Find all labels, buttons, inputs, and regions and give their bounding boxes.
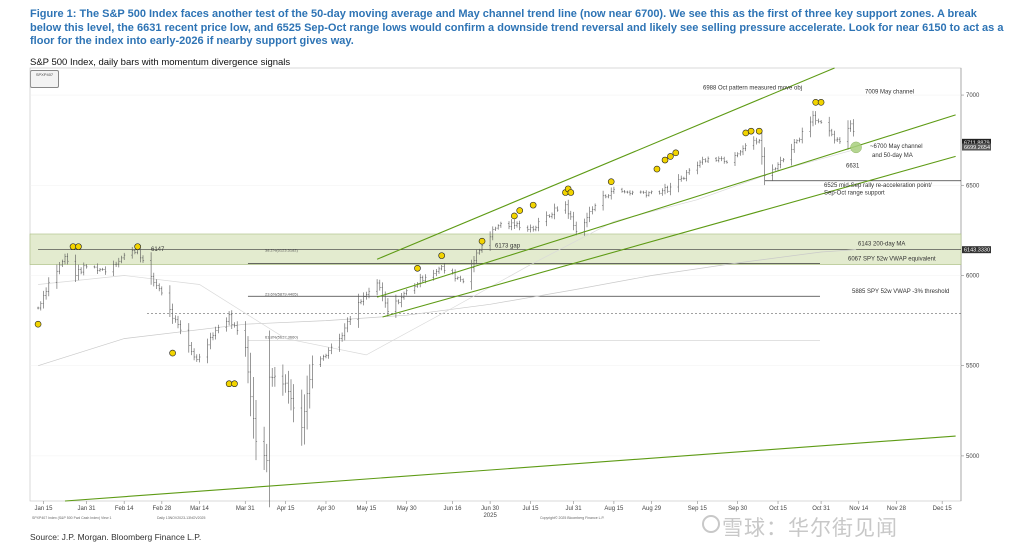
price-tag-label: 6699.2654 [964, 145, 990, 151]
level-label-6143: 6143 200-day MA [858, 242, 905, 248]
channel-mid-line [376, 114, 956, 298]
x-tick-label: Jun 30 [481, 506, 500, 512]
x-tick-label: Feb 14 [115, 506, 134, 512]
x-tick-label: Aug 15 [604, 506, 624, 512]
x-tick-label: Jun 16 [443, 506, 462, 512]
price-tag-box [962, 246, 991, 254]
price-bars-layer [37, 110, 855, 508]
level-label-5885: 5885 SPY 52w VWAP -3% threshold [852, 289, 949, 295]
momentum-signal-dot [169, 349, 176, 357]
x-tick-label: Nov 14 [849, 506, 869, 512]
fib-label: 23.6%(5879.4405) [265, 291, 299, 296]
momentum-signal-dot [75, 243, 82, 250]
y-tick-label: 6500 [966, 183, 980, 189]
bloomberg-footer-range: Daily 13NOV2023-13NOV2025 [157, 516, 205, 520]
x-tick-label: Sep 30 [728, 506, 748, 512]
momentum-signal-dot [817, 98, 825, 106]
x-tick-label: Apr 15 [277, 506, 295, 512]
momentum-signal-dot [231, 380, 238, 388]
price-tag-box [962, 138, 991, 146]
chart-subtitle: S&P 500 Index, daily bars with momentum … [30, 57, 291, 68]
x-tick-label: Aug 29 [642, 506, 662, 512]
y-tick-label: 6000 [966, 273, 980, 279]
fib-label: 38.2%(6123.3182) [265, 247, 299, 252]
momentum-signal-dot [516, 207, 524, 214]
long-term-trendline [64, 435, 956, 502]
annotations-layer: 6525 mid-Sep rally re-acceleration point… [151, 86, 949, 296]
bloomberg-logo-badge: SPXP407 [30, 70, 59, 88]
source-note: Source: J.P. Morgan. Bloomberg Finance L… [30, 532, 202, 542]
x-tick-label: Mar 31 [236, 506, 255, 512]
level-label-6525: 6525 mid-Sep rally re-acceleration point… [824, 183, 932, 189]
x-tick-label: Sep 15 [688, 506, 708, 512]
x-tick-label: Mar 14 [190, 506, 209, 512]
momentum-signal-dot [607, 178, 615, 185]
x-tick-label: Nov 28 [887, 506, 907, 512]
bloomberg-footer-index: SPXP407 Index (S&P 500 Fwd Cash Index) V… [32, 516, 111, 520]
x-tick-label: Jul 31 [566, 506, 583, 512]
x-tick-label: May 30 [397, 506, 417, 512]
annotation-6700-channel: and 50-day MA [872, 153, 913, 159]
annotation-6988-objective: 6988 Oct pattern measured move obj [703, 86, 802, 92]
grid-layer [30, 94, 961, 457]
level-label-6525: Sep-Oct range support [824, 190, 885, 196]
momentum-signal-dot [34, 320, 42, 328]
bloomberg-footer-copyright: Copyright© 2025 Bloomberg Finance L.P. [540, 516, 605, 520]
x-tick-label: Jan 31 [77, 506, 96, 512]
momentum-signal-dot [672, 149, 680, 157]
price-tag-box [962, 143, 991, 151]
channel-lower-line [382, 155, 956, 318]
horizontal-levels-layer: 38.2%(6123.3182) 23.6%(5879.4405) 61.8%(56… [38, 180, 961, 341]
momentum-signal-dot [747, 127, 755, 135]
annotation-6631: 6631 [846, 163, 860, 169]
y-tick-label: 5500 [966, 364, 980, 370]
momentum-signal-dot [414, 264, 421, 272]
annotation-6147: 6147 [151, 247, 165, 253]
watermark-text: 雪球：华尔街见闻 [722, 517, 898, 540]
momentum-signal-dot [567, 189, 575, 196]
x-tick-label: Jan 15 [34, 506, 53, 512]
momentum-signal-dot [438, 252, 445, 259]
annotation-6700-channel: ~6700 May channel [870, 144, 923, 150]
x-tick-label: Oct 15 [769, 506, 787, 512]
fib-label: 61.8%(5632.3660) [265, 334, 299, 339]
watermark-logo-icon [702, 515, 720, 533]
momentum-signal-dot [653, 165, 661, 173]
figure-title: Figure 1: The S&P 500 Index faces anothe… [30, 8, 1004, 47]
momentum-signal-dot [134, 243, 141, 250]
price-tag-label: 6711.8879 [964, 140, 990, 146]
y-tick-label: 7000 [966, 93, 980, 99]
momentum-signal-dot [511, 212, 518, 220]
annotation-6173-gap: 6173 gap [495, 243, 521, 249]
momentum-signal-dot [661, 156, 669, 164]
x-tick-label: Feb 28 [153, 506, 172, 512]
moving-averages-layer [37, 148, 857, 367]
signal-dots-layer [34, 98, 825, 388]
annotation-7009-channel: 7009 May channel [865, 89, 914, 95]
x-tick-label: Apr 30 [317, 506, 335, 512]
channel-upper-line [376, 67, 835, 260]
ma50-line [38, 148, 857, 356]
ma200-line [37, 249, 857, 367]
momentum-signal-dot [667, 153, 674, 160]
level-label-6067: 6067 SPY 52w VWAP equivalent [848, 256, 936, 262]
x-tick-label: May 15 [357, 506, 377, 512]
price-tag-label: 6143.3330 [964, 248, 990, 254]
y-tick-label: 5000 [966, 454, 980, 460]
momentum-signal-dot [755, 127, 763, 135]
x-tick-label: Jul 15 [522, 506, 539, 512]
target-circle [850, 141, 862, 154]
x-tick-label: Oct 31 [812, 506, 830, 512]
year-label: 2025 [483, 513, 497, 519]
momentum-signal-dot [478, 237, 486, 245]
momentum-signal-dot [529, 201, 537, 209]
x-tick-label: Dec 15 [933, 506, 953, 512]
